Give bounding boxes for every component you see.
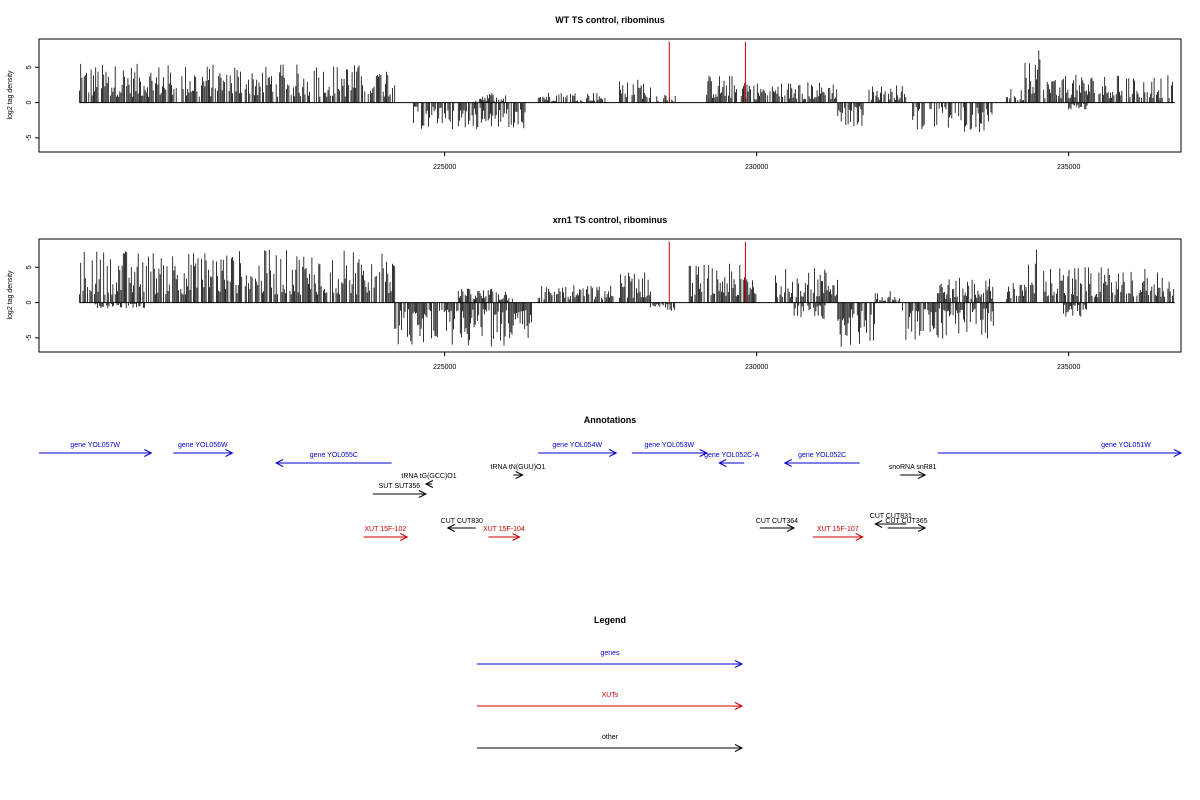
annotation-feature-14: CUT CUT365 bbox=[885, 518, 928, 532]
y-tick-label: 0 bbox=[26, 301, 33, 305]
annotation-feature-13: CUT CUT364 bbox=[756, 518, 798, 532]
feature-label: CUT CUT830 bbox=[441, 518, 483, 525]
legend-label: XUTs bbox=[602, 692, 619, 699]
feature-arrow-head bbox=[225, 449, 234, 457]
feature-arrow-head bbox=[917, 524, 927, 532]
annotation-feature-0: gene YOL057W bbox=[39, 442, 153, 457]
y-tick-label: 5 bbox=[26, 265, 33, 269]
wt-y-axis-label: log2 tag density bbox=[7, 70, 14, 120]
feature-arrow-head bbox=[418, 490, 428, 498]
legend-arrow-head bbox=[734, 702, 744, 710]
y-tick-label: -5 bbox=[26, 335, 33, 341]
feature-arrow-head bbox=[399, 533, 409, 541]
feature-arrow-head bbox=[424, 480, 434, 488]
wt-signal-bars bbox=[79, 41, 1173, 133]
annotation-feature-7: gene YOL051W bbox=[937, 442, 1183, 457]
annotation-feature-2: gene YOL055C bbox=[275, 452, 392, 467]
feature-arrow-head bbox=[512, 533, 521, 541]
annotation-feature-12: CUT CUT830 bbox=[441, 518, 483, 532]
legend: Legend genes XUTs other bbox=[477, 615, 744, 752]
legend-item-XUTs: XUTs bbox=[477, 692, 744, 710]
feature-label: gene YOL051W bbox=[1101, 442, 1151, 449]
xrn1-y-axis-label: log2 tag density bbox=[7, 270, 14, 320]
feature-arrow-head bbox=[275, 459, 284, 467]
y-tick-label: 5 bbox=[26, 65, 33, 69]
feature-label: SUT SUT356 bbox=[379, 483, 421, 490]
feature-label: snoRNA snR81 bbox=[889, 464, 937, 471]
x-tick-label: 230000 bbox=[745, 364, 768, 371]
annotation-feature-3: gene YOL054W bbox=[538, 442, 618, 457]
annotation-feature-11: snoRNA snR81 bbox=[889, 464, 937, 479]
annotation-feature-10: tRNA tN(GUU)O1 bbox=[491, 464, 546, 479]
annotation-feature-15: CUT CUT831 bbox=[870, 513, 912, 528]
xrn1-axes: 225000 230000 235000 -5 0 5 bbox=[26, 238, 1182, 371]
annotation-feature-18: XUT 15F-107 bbox=[812, 526, 864, 541]
xrn1-panel: xrn1 TS control, ribominus log2 tag dens… bbox=[7, 215, 1182, 371]
legend-title: Legend bbox=[594, 615, 626, 625]
wt-axes: 225000 230000 235000 -5 0 5 bbox=[26, 38, 1182, 171]
plot-frame bbox=[38, 238, 1182, 353]
legend-item-genes: genes bbox=[477, 650, 744, 668]
x-tick-label: 235000 bbox=[1057, 364, 1080, 371]
feature-label: tRNA tG(GCC)O1 bbox=[401, 473, 456, 480]
annotations-title: Annotations bbox=[584, 415, 637, 425]
legend-item-other: other bbox=[477, 734, 744, 752]
annotation-feature-16: XUT 15F-102 bbox=[363, 526, 409, 541]
feature-label: gene YOL057W bbox=[70, 442, 120, 449]
legend-arrow-head bbox=[734, 660, 744, 668]
feature-label: XUT 15F-107 bbox=[817, 526, 859, 533]
legend-arrow-head bbox=[734, 744, 744, 752]
feature-arrow-head bbox=[699, 449, 708, 457]
annotation-features: gene YOL057W gene YOL056W gene YOL055C gene… bbox=[39, 442, 1183, 541]
feature-label: gene YOL054W bbox=[552, 442, 602, 449]
x-tick-label: 235000 bbox=[1057, 164, 1080, 171]
x-tick-label: 225000 bbox=[433, 164, 456, 171]
feature-arrow-head bbox=[515, 471, 524, 479]
feature-label: gene YOL052C-A bbox=[704, 452, 759, 459]
feature-arrow-head bbox=[874, 520, 883, 528]
annotation-feature-1: gene YOL056W bbox=[173, 442, 234, 457]
feature-label: gene YOL056W bbox=[178, 442, 228, 449]
legend-items: genes XUTs other bbox=[477, 650, 744, 752]
annotation-feature-5: gene YOL052C-A bbox=[704, 452, 760, 467]
xrn1-signal-bars bbox=[79, 241, 1175, 347]
x-tick-label: 225000 bbox=[433, 364, 456, 371]
signal-bars bbox=[79, 50, 1173, 133]
feature-label: tRNA tN(GUU)O1 bbox=[491, 464, 546, 471]
signal-bars bbox=[79, 249, 1175, 347]
feature-arrow-head bbox=[917, 471, 927, 479]
plot-frame bbox=[38, 38, 1182, 153]
y-tick-label: -5 bbox=[26, 135, 33, 141]
legend-label: other bbox=[602, 734, 619, 741]
feature-arrow-head bbox=[783, 459, 792, 467]
xrn1-panel-title: xrn1 TS control, ribominus bbox=[553, 215, 668, 225]
feature-label: CUT CUT365 bbox=[885, 518, 927, 525]
annotation-track: Annotations gene YOL057W gene YOL056Wgene… bbox=[39, 415, 1183, 541]
feature-label: gene YOL052C bbox=[798, 452, 846, 459]
x-tick-label: 230000 bbox=[745, 164, 768, 171]
annotation-feature-8: tRNA tG(GCC)O1 bbox=[401, 473, 457, 488]
annotation-feature-9: SUT SUT356 bbox=[372, 483, 428, 498]
feature-arrow-head bbox=[144, 449, 153, 457]
feature-arrow-head bbox=[609, 449, 618, 457]
annotation-feature-6: gene YOL052C bbox=[783, 452, 860, 467]
annotation-feature-4: gene YOL053W bbox=[631, 442, 708, 457]
feature-arrow-head bbox=[1173, 449, 1183, 457]
feature-label: gene YOL055C bbox=[310, 452, 358, 459]
feature-arrow-head bbox=[855, 533, 864, 541]
y-tick-label: 0 bbox=[26, 101, 33, 105]
feature-arrow-head bbox=[786, 524, 796, 532]
feature-arrow-head bbox=[718, 459, 727, 467]
feature-label: CUT CUT831 bbox=[870, 513, 912, 520]
feature-label: XUT 15F-102 bbox=[364, 526, 406, 533]
feature-label: XUT 15F-104 bbox=[483, 526, 525, 533]
wt-panel-title: WT TS control, ribominus bbox=[555, 15, 665, 25]
legend-label: genes bbox=[600, 650, 620, 657]
feature-label: gene YOL053W bbox=[644, 442, 694, 449]
wt-panel: WT TS control, ribominus log2 tag densit… bbox=[7, 15, 1182, 171]
feature-label: CUT CUT364 bbox=[756, 518, 798, 525]
feature-arrow-head bbox=[446, 524, 455, 532]
annotation-feature-17: XUT 15F-104 bbox=[483, 526, 525, 541]
